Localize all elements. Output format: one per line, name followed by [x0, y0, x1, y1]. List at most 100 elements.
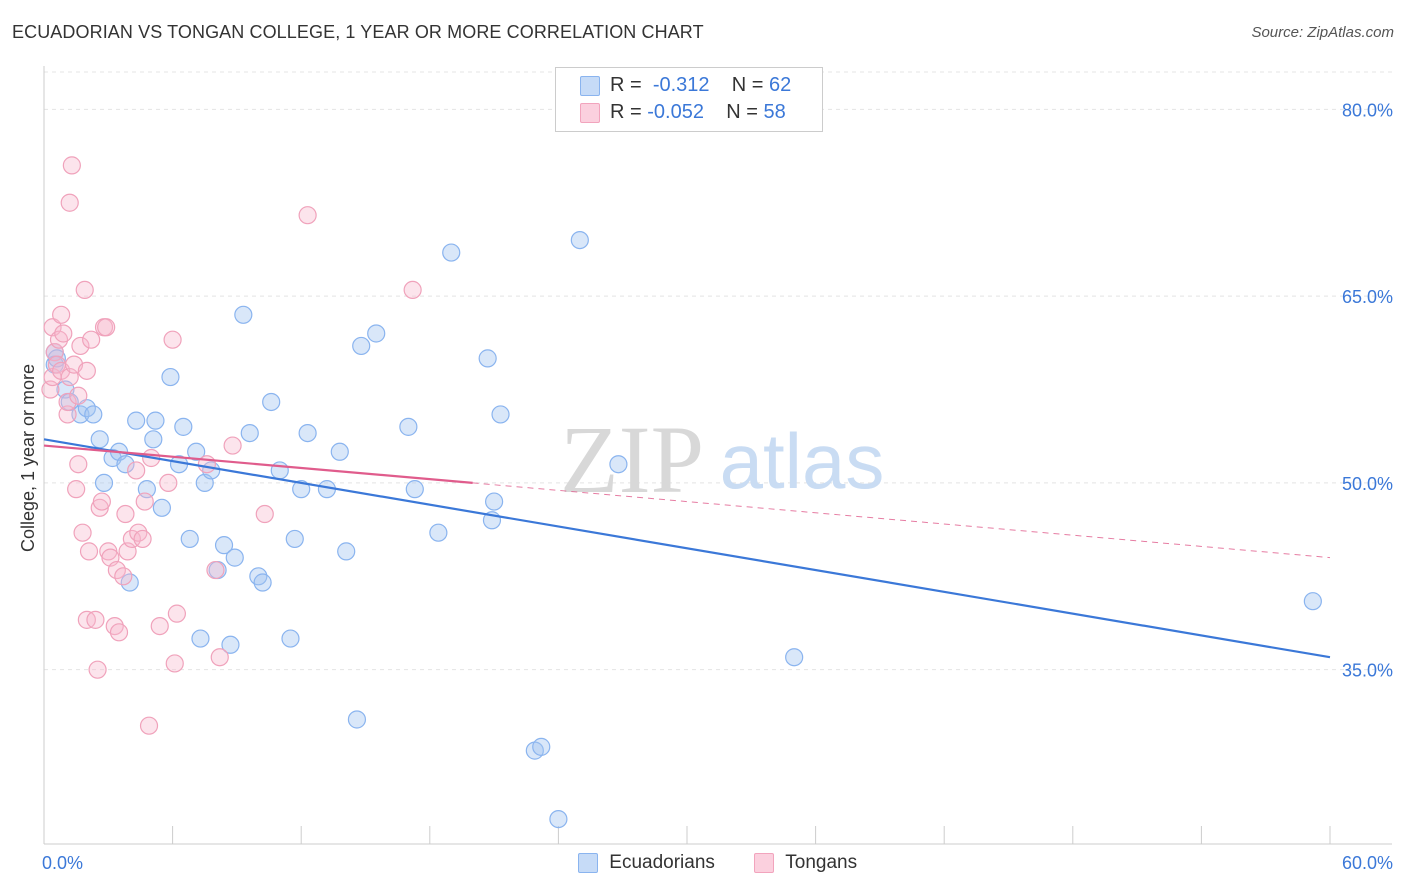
data-point	[337, 542, 356, 561]
data-point	[116, 455, 135, 474]
data-point	[191, 629, 210, 648]
data-point	[165, 654, 184, 673]
data-point	[150, 616, 169, 636]
data-point	[127, 461, 146, 480]
data-point	[167, 604, 186, 623]
data-point	[262, 392, 281, 412]
legend-r-label: R =	[610, 101, 642, 123]
data-point	[94, 473, 114, 493]
data-point	[225, 548, 244, 567]
data-point	[549, 809, 568, 829]
data-point	[221, 635, 240, 654]
data-point	[403, 280, 422, 300]
data-point	[88, 660, 107, 679]
watermark-zip: ZIP	[560, 406, 704, 513]
data-point	[442, 243, 461, 262]
data-point	[146, 411, 165, 430]
series-ecuadorians	[45, 230, 1322, 829]
data-point	[133, 529, 152, 549]
data-point	[234, 305, 253, 324]
chart-title: ECUADORIAN VS TONGAN COLLEGE, 1 YEAR OR …	[12, 22, 704, 42]
data-point	[84, 405, 103, 424]
legend-n-value: 62	[769, 74, 792, 96]
data-point	[75, 280, 94, 300]
data-point	[367, 324, 386, 343]
watermark-atlas: atlas	[720, 417, 885, 505]
legend-row-ecuadorians: R = -0.312 N = 62	[580, 74, 791, 100]
data-point	[161, 367, 180, 387]
x-tick-label: 0.0%	[42, 853, 83, 873]
data-points	[41, 156, 1322, 829]
data-point	[86, 610, 105, 629]
legend-n-value: 58	[763, 101, 786, 123]
data-point	[58, 392, 77, 412]
data-point	[77, 361, 96, 380]
data-point	[116, 504, 135, 524]
trend-line-dashed-tongans	[472, 482, 1331, 559]
data-point	[485, 492, 504, 511]
bottom-swatch-ecuadorians	[578, 852, 598, 873]
bottom-legend-ecuadorians: Ecuadorians	[578, 852, 715, 874]
legend-n-label: N =	[731, 74, 764, 96]
data-point	[67, 480, 86, 499]
y-tick-label: 50.0%	[1342, 474, 1393, 494]
data-point	[206, 560, 225, 580]
data-point	[58, 405, 77, 424]
data-point	[399, 417, 418, 436]
data-point	[240, 423, 259, 443]
data-point	[73, 523, 92, 542]
series-tongans	[41, 156, 422, 735]
data-point	[298, 423, 317, 443]
data-point	[82, 330, 101, 349]
bottom-swatch-tongans	[754, 852, 774, 873]
data-point	[54, 324, 73, 343]
data-point	[478, 349, 497, 368]
legend-r-label: R =	[610, 74, 642, 96]
y-tick-label: 35.0%	[1342, 661, 1393, 681]
data-point	[114, 567, 133, 586]
data-point	[570, 230, 589, 250]
data-point	[90, 430, 109, 449]
trend-line-ecuadorians	[43, 438, 1331, 659]
y-tick-label: 80.0%	[1342, 100, 1393, 120]
legend-r-value: -0.052	[647, 101, 704, 123]
data-point	[1303, 592, 1322, 611]
data-point	[60, 193, 79, 212]
data-point	[174, 417, 193, 436]
data-point	[255, 504, 274, 524]
data-point	[79, 542, 99, 561]
stats-legend: R = -0.312 N = 62 R = -0.052 N = 58	[555, 67, 823, 132]
data-point	[139, 716, 159, 735]
data-point	[253, 573, 272, 592]
legend-n-label: N =	[726, 101, 758, 123]
data-point	[144, 430, 163, 449]
data-point	[52, 305, 71, 324]
data-point	[127, 411, 146, 430]
trend-lines	[43, 438, 1331, 659]
data-point	[97, 318, 116, 337]
data-point	[429, 523, 448, 542]
y-axis-label: College, 1 year or more	[18, 364, 38, 552]
data-point	[69, 455, 88, 474]
source-label: Source: ZipAtlas.com	[1251, 24, 1394, 41]
data-point	[159, 473, 178, 493]
data-point	[405, 480, 424, 499]
tick-labels: 80.0% 65.0% 50.0% 35.0% 0.0% 60.0%	[42, 100, 1393, 873]
data-point	[298, 206, 317, 225]
data-point	[352, 336, 371, 356]
bottom-legend-label: Tongans	[785, 852, 858, 873]
legend-swatch-tongans	[580, 102, 600, 123]
data-point	[292, 480, 311, 499]
data-point	[180, 529, 199, 549]
data-point	[532, 737, 551, 756]
grid-lines	[44, 71, 1392, 671]
data-point	[330, 442, 349, 461]
data-point	[71, 336, 90, 356]
trend-line-tongans	[43, 444, 473, 484]
axes	[43, 66, 1392, 845]
data-point	[609, 455, 628, 474]
x-tick-label: 60.0%	[1342, 853, 1393, 873]
bottom-legend-label: Ecuadorians	[609, 852, 715, 873]
data-point	[152, 498, 171, 517]
data-point	[210, 648, 229, 667]
